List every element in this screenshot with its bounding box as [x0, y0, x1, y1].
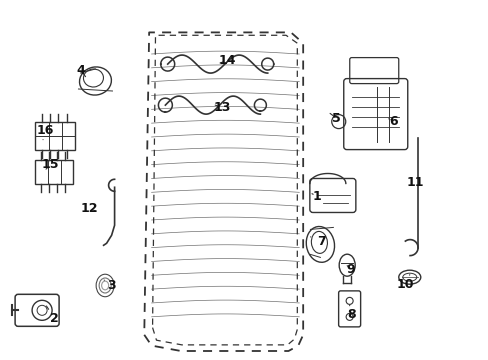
Bar	[35, 160, 73, 184]
Text: 10: 10	[395, 275, 413, 291]
Bar	[35, 122, 75, 150]
Text: 12: 12	[81, 202, 98, 215]
Text: 6: 6	[388, 115, 397, 128]
Text: 3: 3	[104, 279, 116, 292]
Text: 11: 11	[406, 176, 424, 189]
Text: 2: 2	[46, 306, 59, 325]
Text: 5: 5	[329, 112, 340, 125]
Text: 9: 9	[346, 263, 355, 276]
Text: 15: 15	[41, 158, 59, 171]
Text: 7: 7	[310, 235, 325, 248]
Text: 4: 4	[76, 64, 85, 77]
Text: 14: 14	[218, 54, 236, 67]
Text: 1: 1	[311, 190, 321, 203]
Text: 13: 13	[213, 101, 231, 114]
Text: 16: 16	[37, 124, 54, 140]
Text: 8: 8	[346, 305, 355, 321]
